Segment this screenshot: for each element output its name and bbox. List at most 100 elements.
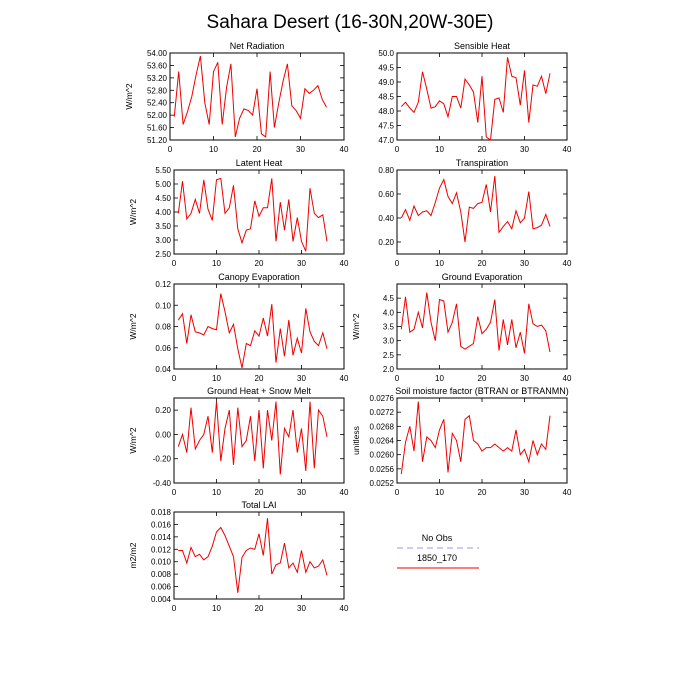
y-tick-label: 3.0: [383, 337, 395, 346]
panel-title: Soil moisture factor (BTRAN or BTRANMN): [395, 386, 569, 396]
y-tick-label: 4.5: [383, 294, 395, 303]
y-tick-label: 0.08: [155, 323, 171, 332]
y-tick-label: 5.00: [155, 180, 171, 189]
y-tick-label: 48.0: [378, 107, 394, 116]
panel-title: Canopy Evaporation: [218, 272, 300, 282]
y-tick-label: 0.0264: [370, 437, 395, 446]
x-tick-label: 0: [395, 145, 400, 154]
y-tick-label: 0.004: [151, 595, 172, 604]
x-tick-label: 10: [435, 145, 444, 154]
panel-5: Ground Evaporation W/m^2 0 10 20 30 40 2.0 2.5 3.…: [351, 272, 572, 383]
x-tick-label: 0: [395, 374, 400, 383]
legend: No Obs 1850_170: [397, 533, 479, 569]
x-tick-label: 0: [172, 259, 177, 268]
series-line-0: [400, 57, 551, 141]
plot-frame: [173, 511, 345, 600]
y-tick-label: 4.50: [155, 194, 171, 203]
y-tick-label: 52.00: [147, 111, 168, 120]
series-line-0: [400, 401, 551, 475]
x-tick-label: 40: [563, 374, 572, 383]
x-tick-label: 30: [297, 604, 306, 613]
y-axis-label: W/m^2: [128, 313, 138, 339]
x-tick-label: 10: [209, 145, 218, 154]
panel-3: Transpiration 0 10 20 30 40 0.20 0.40 0.60 0.80: [378, 158, 572, 268]
panel-8: Total LAI m2/m2 0 10 20 30 40 0.004 0.006 0.008 0.…: [128, 500, 349, 613]
y-tick-label: 51.20: [147, 136, 168, 145]
plot-frame: [169, 52, 345, 141]
x-tick-label: 30: [520, 145, 529, 154]
x-tick-label: 10: [212, 604, 221, 613]
x-tick-label: 40: [563, 259, 572, 268]
y-tick-label: 2.5: [383, 351, 395, 360]
y-axis-label: W/m^2: [351, 313, 361, 339]
y-tick-label: 53.20: [147, 74, 168, 83]
x-tick-label: 0: [172, 604, 177, 613]
x-tick-label: 30: [296, 145, 305, 154]
panel-title: Total LAI: [241, 500, 276, 510]
plot-frame: [396, 52, 568, 141]
x-tick-label: 10: [435, 259, 444, 268]
y-tick-label: 0.12: [155, 280, 171, 289]
y-tick-label: 0.008: [151, 570, 172, 579]
y-tick-label: 0.0260: [370, 451, 395, 460]
x-tick-label: 40: [340, 374, 349, 383]
y-tick-label: 0.60: [378, 190, 394, 199]
x-tick-label: 0: [168, 145, 173, 154]
y-tick-label: 0.04: [155, 365, 171, 374]
panel-title: Latent Heat: [236, 158, 283, 168]
series-line-0: [173, 55, 328, 138]
y-tick-label: -0.20: [153, 455, 172, 464]
series-line-0: [178, 518, 328, 593]
y-tick-label: 0.06: [155, 344, 171, 353]
y-tick-label: 51.60: [147, 124, 168, 133]
x-tick-label: 20: [255, 259, 264, 268]
x-tick-label: 20: [478, 259, 487, 268]
panel-title: Ground Evaporation: [442, 272, 523, 282]
x-tick-label: 20: [255, 488, 264, 497]
y-tick-label: 0.016: [151, 520, 172, 529]
y-tick-label: 0.010: [151, 558, 172, 567]
panel-1: Sensible Heat 0 10 20 30 40 47.0 47.5 48.0 48.5 49…: [378, 41, 572, 154]
plot-frame: [173, 283, 345, 370]
y-tick-label: 53.60: [147, 61, 168, 70]
y-tick-label: 0.012: [151, 545, 172, 554]
x-tick-label: 40: [340, 488, 349, 497]
x-tick-label: 0: [395, 488, 400, 497]
y-tick-label: 3.00: [155, 236, 171, 245]
x-tick-label: 0: [172, 374, 177, 383]
x-tick-label: 40: [563, 488, 572, 497]
y-tick-label: -0.40: [153, 479, 172, 488]
y-tick-label: 2.0: [383, 365, 395, 374]
y-tick-label: 0.014: [151, 533, 172, 542]
panel-6: Ground Heat + Snow Melt W/m^2 0 10 20 30 40 -0.…: [128, 386, 349, 497]
y-tick-label: 0.00: [155, 430, 171, 439]
x-tick-label: 30: [520, 488, 529, 497]
x-tick-label: 10: [435, 374, 444, 383]
x-tick-label: 30: [520, 374, 529, 383]
y-tick-label: 50.0: [378, 49, 394, 58]
figure-title: Sahara Desert (16-30N,20W-30E): [207, 12, 494, 33]
y-tick-label: 4.0: [383, 308, 395, 317]
y-tick-label: 49.0: [378, 78, 394, 87]
y-tick-label: 0.0268: [370, 422, 395, 431]
series-line-0: [400, 175, 551, 243]
panel-2: Latent Heat W/m^2 0 10 20 30 40 2.50 3.00 3.50 4.0…: [128, 158, 349, 268]
x-tick-label: 20: [253, 145, 262, 154]
panel-title: Net Radiation: [230, 41, 285, 51]
x-tick-label: 20: [255, 604, 264, 613]
y-axis-label: W/m^2: [128, 199, 138, 225]
y-tick-label: 49.5: [378, 64, 394, 73]
y-tick-label: 4.00: [155, 208, 171, 217]
y-tick-label: 2.50: [155, 250, 171, 259]
y-tick-label: 52.40: [147, 99, 168, 108]
y-tick-label: 0.0252: [370, 479, 395, 488]
x-tick-label: 20: [478, 145, 487, 154]
y-tick-label: 47.5: [378, 122, 394, 131]
y-tick-label: 52.80: [147, 86, 168, 95]
x-tick-label: 30: [297, 488, 306, 497]
panel-4: Canopy Evaporation W/m^2 0 10 20 30 40 0.04 0.06…: [128, 272, 349, 383]
x-tick-label: 0: [395, 259, 400, 268]
panel-title: Transpiration: [456, 158, 508, 168]
panel-title: Ground Heat + Snow Melt: [207, 386, 311, 396]
panel-0: Net Radiation W/m^2 0 10 20 30 40 51.20 51.60 52.…: [124, 41, 349, 154]
